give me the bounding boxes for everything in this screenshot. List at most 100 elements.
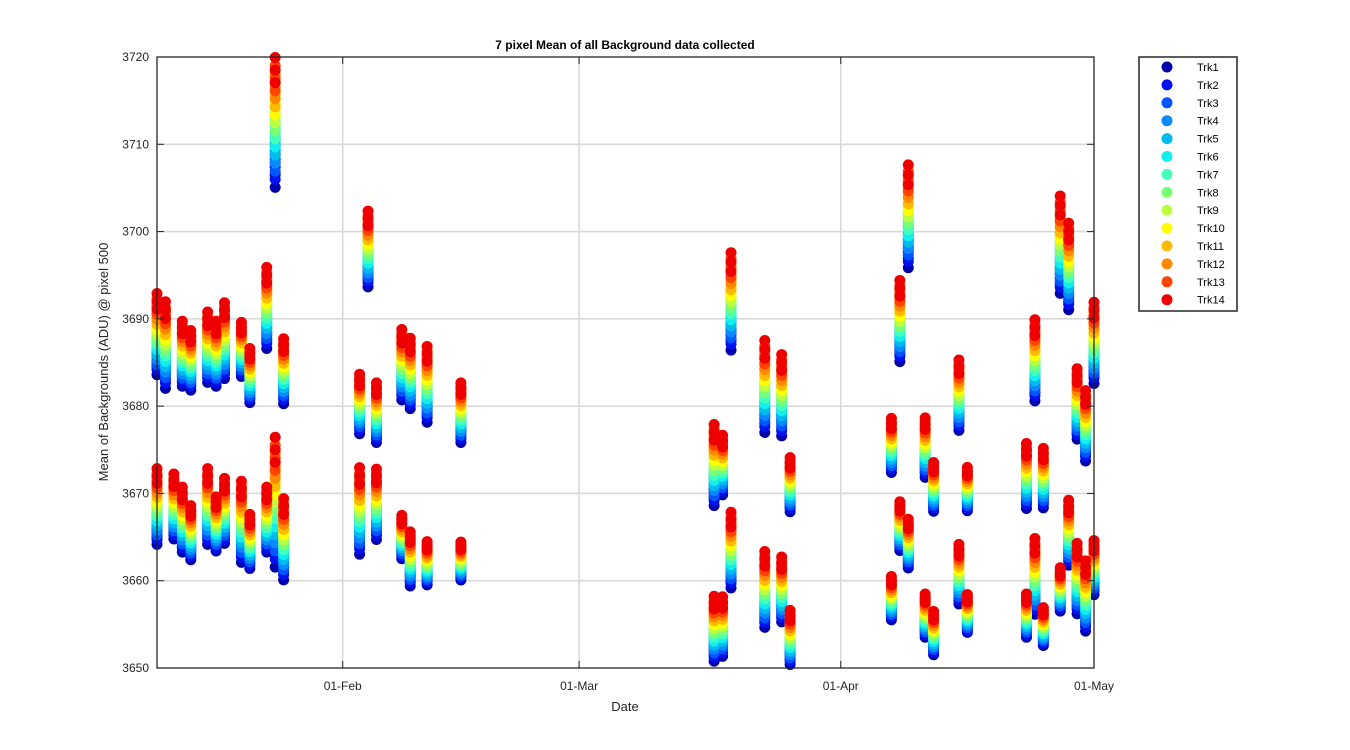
data-point	[354, 478, 366, 490]
legend-label: Trk7	[1197, 169, 1219, 181]
legend-label: Trk12	[1197, 259, 1225, 271]
data-point	[261, 261, 273, 273]
legend-label: Trk13	[1197, 277, 1225, 289]
data-point	[269, 489, 281, 501]
legend-marker	[1161, 168, 1173, 180]
data-point	[354, 368, 366, 380]
data-point	[1020, 438, 1032, 450]
y-tick-label: 3720	[122, 50, 149, 64]
legend-marker	[1161, 79, 1173, 91]
data-point	[885, 412, 897, 424]
data-point	[759, 343, 771, 355]
data-point	[1054, 190, 1066, 202]
data-point	[269, 545, 281, 557]
data-point	[278, 501, 290, 513]
data-point	[202, 463, 214, 475]
data-point	[269, 157, 281, 169]
legend-label: Trk1	[1197, 62, 1219, 74]
chart-title: 7 pixel Mean of all Background data coll…	[495, 38, 754, 52]
data-point	[235, 475, 247, 487]
data-point	[185, 325, 197, 337]
data-point	[725, 247, 737, 259]
x-tick-label: 01-Feb	[324, 679, 362, 693]
y-tick-label: 3660	[122, 574, 149, 588]
series-trk14	[151, 52, 1100, 627]
data-point	[354, 462, 366, 474]
data-point	[455, 536, 467, 548]
data-point	[894, 282, 906, 294]
data-point	[235, 483, 247, 495]
data-point	[370, 377, 382, 389]
y-tick-label: 3650	[122, 661, 149, 675]
y-tick-label: 3690	[122, 312, 149, 326]
data-point	[902, 179, 914, 191]
data-point	[269, 561, 281, 573]
data-point	[210, 315, 222, 327]
data-point	[759, 546, 771, 558]
data-point	[278, 508, 290, 520]
data-point	[725, 256, 737, 268]
data-point	[176, 481, 188, 493]
data-point	[269, 117, 281, 129]
data-point	[953, 354, 965, 366]
data-point	[1080, 555, 1092, 567]
data-point	[961, 589, 973, 601]
data-point	[370, 463, 382, 475]
legend-marker	[1161, 222, 1173, 234]
data-point	[269, 464, 281, 476]
y-tick-label: 3680	[122, 399, 149, 413]
data-point	[396, 509, 408, 521]
data-point	[1037, 602, 1049, 614]
data-point	[1063, 234, 1075, 246]
data-point	[269, 505, 281, 517]
data-point	[708, 418, 720, 430]
legend-marker	[1161, 97, 1173, 109]
data-point	[235, 316, 247, 328]
data-points	[151, 52, 1100, 671]
legend-marker	[1161, 204, 1173, 216]
data-point	[776, 551, 788, 563]
data-point	[269, 456, 281, 468]
data-point	[159, 313, 171, 325]
data-point	[269, 472, 281, 484]
data-point	[269, 101, 281, 113]
data-point	[269, 149, 281, 161]
grid-lines	[157, 57, 1094, 668]
data-point	[1054, 209, 1066, 221]
legend-marker	[1161, 258, 1173, 270]
data-point	[421, 536, 433, 548]
data-point	[269, 93, 281, 105]
data-point	[1054, 562, 1066, 574]
data-point	[219, 297, 231, 309]
data-point	[159, 296, 171, 308]
data-point	[261, 481, 273, 493]
data-point	[202, 306, 214, 318]
y-tick-label: 3710	[122, 137, 149, 151]
data-point	[708, 590, 720, 602]
legend-marker	[1161, 115, 1173, 127]
data-point	[885, 571, 897, 583]
data-point	[261, 277, 273, 289]
data-point	[269, 165, 281, 177]
data-point	[269, 481, 281, 493]
data-point	[717, 429, 729, 441]
data-point	[776, 357, 788, 368]
data-point	[725, 506, 737, 518]
data-point	[219, 472, 231, 484]
legend-marker	[1161, 61, 1173, 73]
data-point	[404, 332, 416, 344]
data-point	[1054, 199, 1066, 211]
data-point	[278, 333, 290, 345]
data-point	[455, 377, 467, 389]
data-point	[176, 315, 188, 327]
legend-label: Trk10	[1197, 223, 1225, 235]
legend-marker	[1161, 133, 1173, 145]
data-point	[902, 159, 914, 171]
data-point	[776, 349, 788, 361]
data-point	[776, 364, 788, 376]
data-point	[1063, 226, 1075, 238]
data-point	[269, 77, 281, 89]
legend-label: Trk4	[1197, 116, 1219, 128]
data-point	[269, 181, 281, 193]
